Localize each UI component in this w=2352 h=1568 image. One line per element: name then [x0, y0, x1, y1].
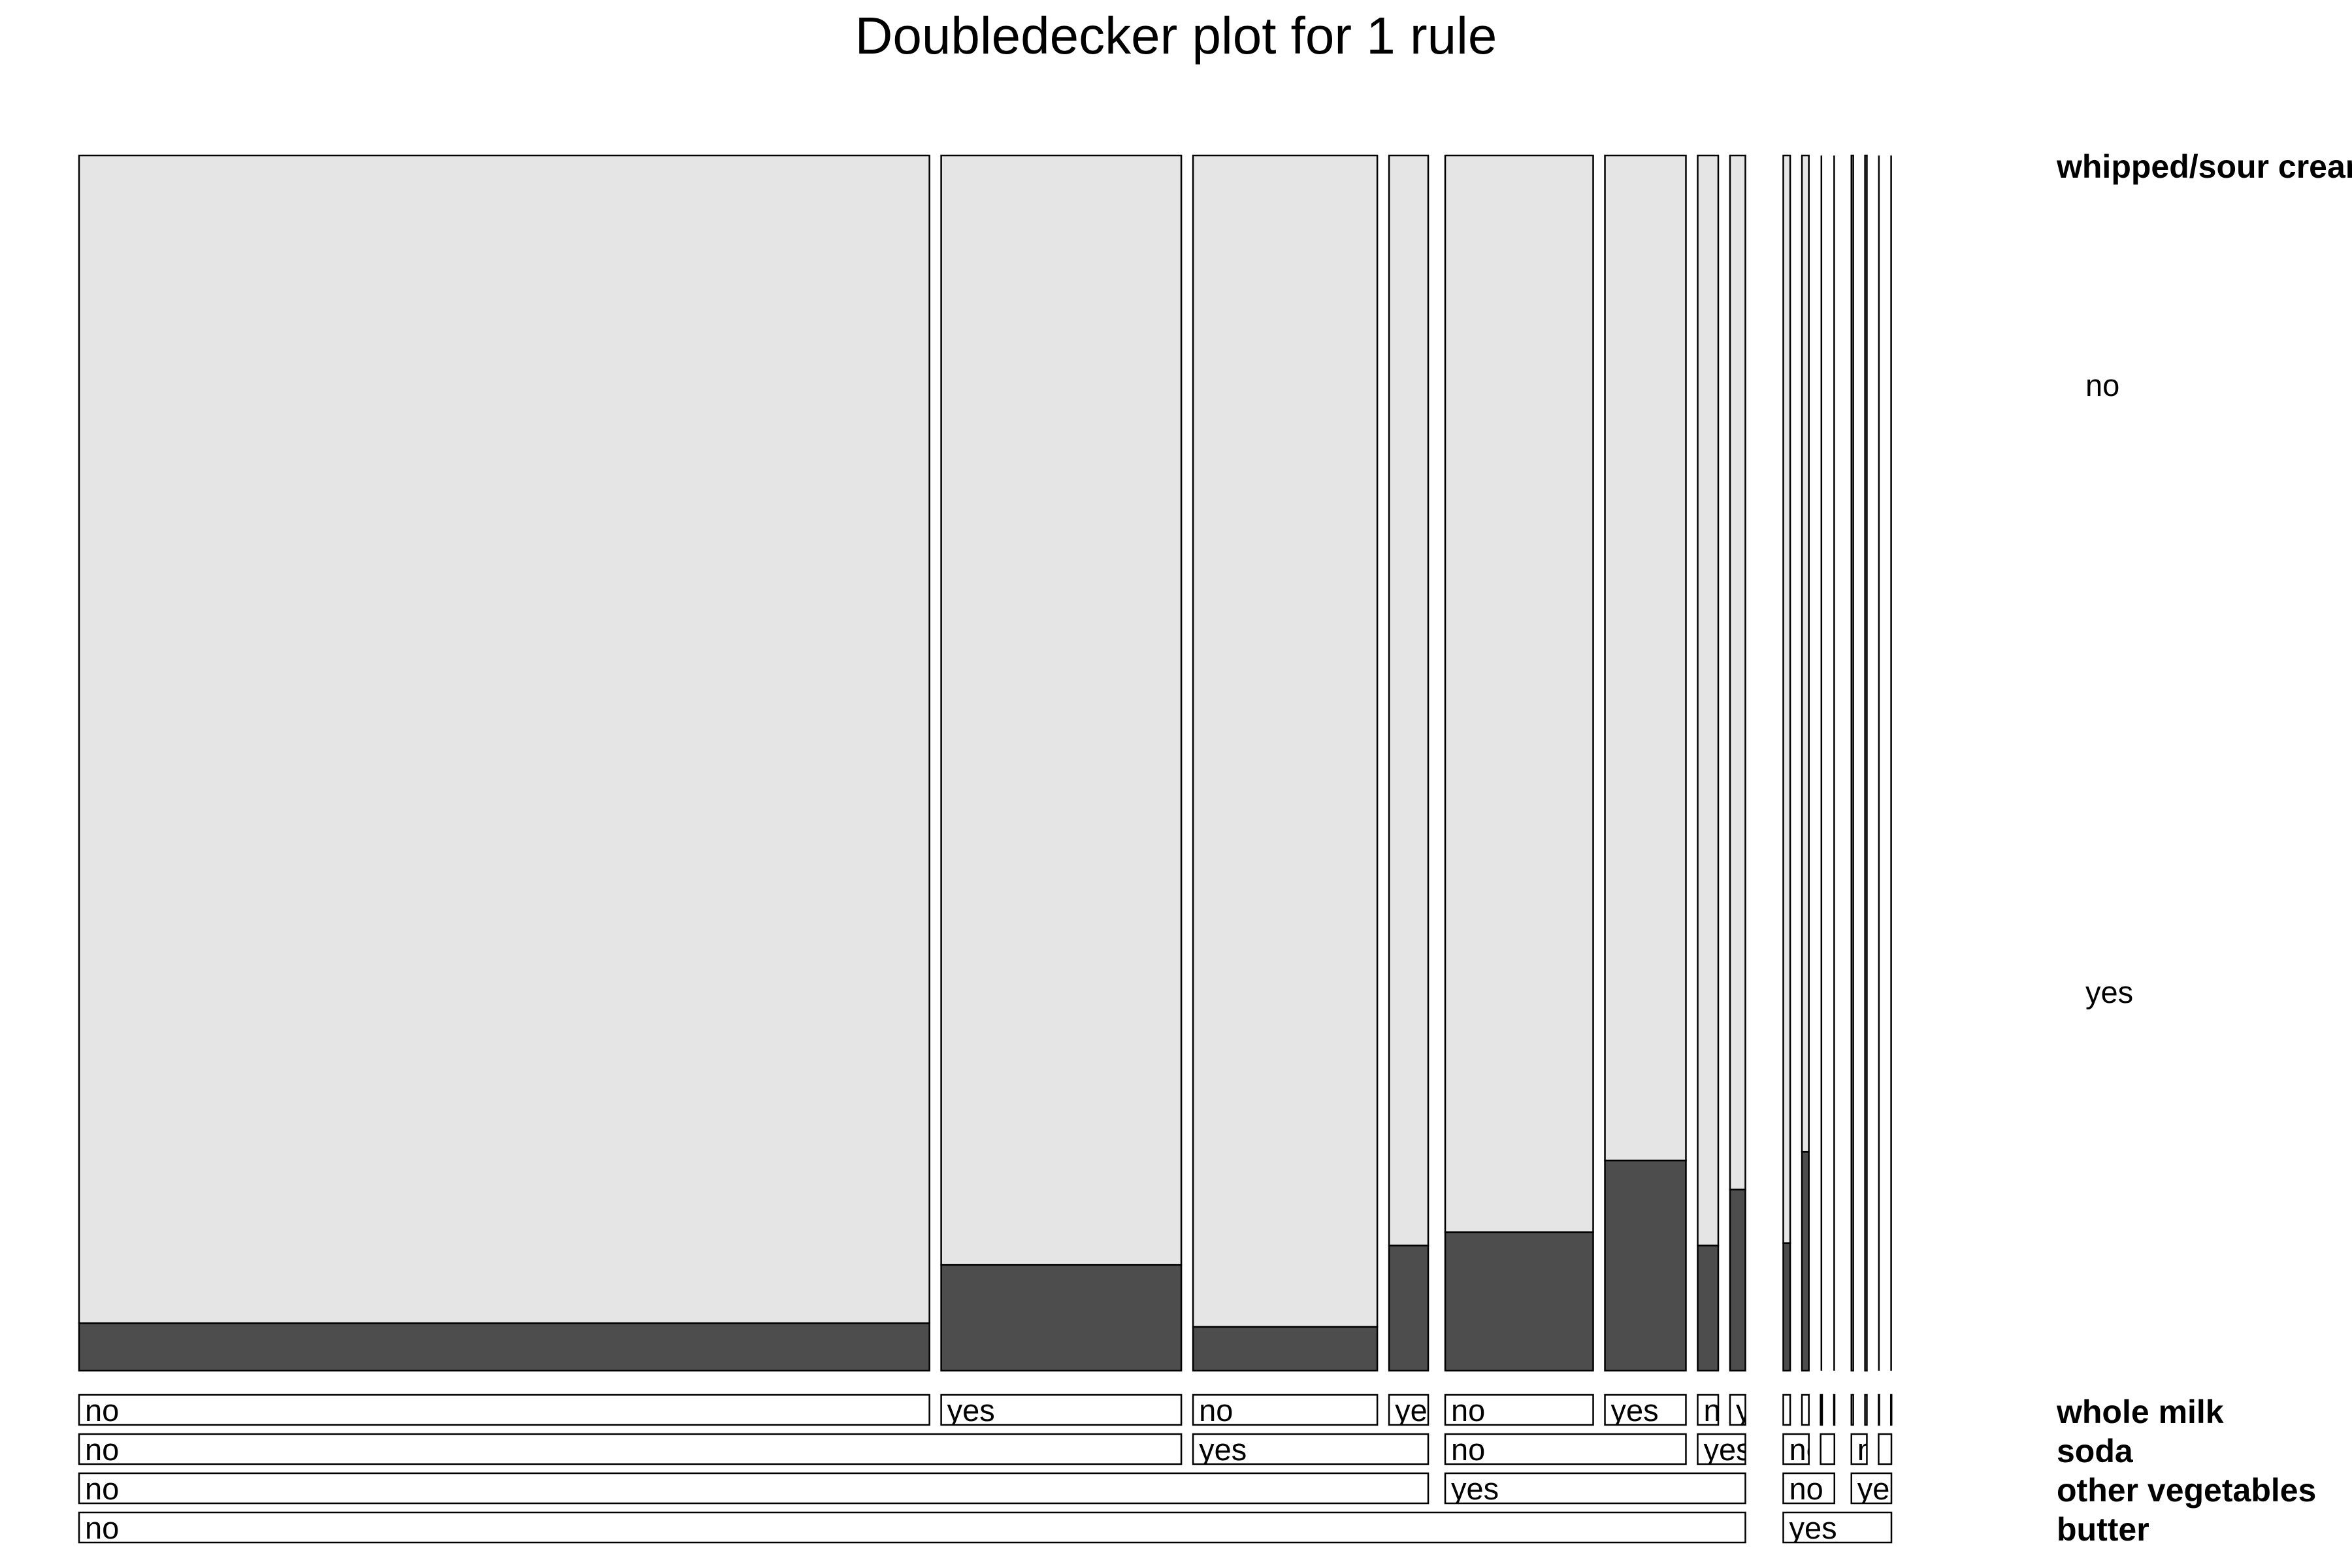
band-soda-6 [1697, 1433, 1746, 1465]
band-whole-milk-8 [1782, 1394, 1791, 1426]
band-whole-milk-1-label: yes [947, 1393, 995, 1428]
band-soda-12-label: no [1857, 1432, 1891, 1467]
band-soda-10 [1820, 1433, 1836, 1465]
band-whole-milk-14 [1878, 1394, 1880, 1426]
band-soda-8-label: no [1789, 1432, 1823, 1467]
band-soda-2-label: yes [1199, 1432, 1247, 1467]
band-soda-2 [1192, 1433, 1429, 1465]
band-other-vegetables-8 [1782, 1472, 1836, 1505]
bar-no-segment-6 [1697, 154, 1720, 1247]
band-whole-milk-0 [78, 1394, 930, 1426]
bar-no-segment-12 [1850, 154, 1854, 1372]
bar-yes-segment-4 [1444, 1231, 1594, 1372]
variable-label-whole-milk: whole milk [2056, 1394, 2224, 1430]
response-level-no: no [2085, 368, 2119, 402]
bar-no-segment-4 [1444, 154, 1594, 1233]
response-variable-label: whipped/sour cream [2056, 148, 2352, 185]
band-whole-milk-13 [1864, 1394, 1868, 1426]
chart-title: Doubledecker plot for 1 rule [855, 7, 1497, 65]
band-whole-milk-1 [940, 1394, 1183, 1426]
band-whole-milk-3-label: yes [1395, 1393, 1443, 1428]
band-whole-milk-7 [1729, 1394, 1746, 1426]
band-whole-milk-7-label: yes [1736, 1393, 1784, 1428]
bar-yes-segment-8 [1782, 1242, 1791, 1372]
bar-no-segment-1 [940, 154, 1183, 1266]
band-whole-milk-3 [1388, 1394, 1429, 1426]
band-whole-milk-11 [1833, 1394, 1836, 1426]
band-other-vegetables-0 [78, 1472, 1429, 1505]
band-other-vegetables-4 [1444, 1472, 1746, 1505]
bar-no-segment-0 [78, 154, 930, 1324]
variable-label-butter: butter [2057, 1511, 2149, 1548]
band-whole-milk-0-label: no [85, 1393, 119, 1428]
bar-no-segment-3 [1388, 154, 1429, 1247]
band-whole-milk-12 [1850, 1394, 1854, 1426]
band-butter-0 [78, 1511, 1746, 1544]
variable-label-soda: soda [2057, 1433, 2134, 1469]
bar-no-segment-5 [1604, 154, 1687, 1162]
band-whole-milk-10 [1820, 1394, 1823, 1426]
band-whole-milk-6-label: no [1703, 1393, 1737, 1428]
band-soda-12 [1850, 1433, 1868, 1465]
bar-yes-segment-0 [78, 1322, 930, 1372]
band-other-vegetables-8-label: no [1789, 1471, 1823, 1506]
bar-yes-segment-9 [1801, 1151, 1810, 1372]
band-soda-6-label: yes [1703, 1432, 1751, 1467]
bar-no-segment-9 [1801, 154, 1810, 1153]
band-whole-milk-4 [1444, 1394, 1594, 1426]
band-whole-milk-5-label: yes [1611, 1393, 1659, 1428]
response-level-yes: yes [2085, 975, 2133, 1009]
bar-no-segment-8 [1782, 154, 1791, 1244]
bar-yes-segment-2 [1192, 1326, 1379, 1372]
band-soda-0-label: no [85, 1432, 119, 1467]
bar-yes-segment-5 [1604, 1159, 1687, 1372]
bar-yes-segment-6 [1697, 1245, 1720, 1372]
band-butter-0-label: no [85, 1511, 119, 1545]
bar-yes-segment-7 [1729, 1188, 1746, 1372]
band-soda-4-label: no [1451, 1432, 1485, 1467]
band-soda-8 [1782, 1433, 1810, 1465]
band-butter-8-label: yes [1789, 1511, 1837, 1545]
band-soda-0 [78, 1433, 1183, 1465]
band-whole-milk-4-label: no [1451, 1393, 1485, 1428]
band-soda-4 [1444, 1433, 1687, 1465]
band-other-vegetables-12-label: yes [1857, 1471, 1905, 1506]
band-whole-milk-2-label: no [1199, 1393, 1233, 1428]
variable-label-other-vegetables: other vegetables [2057, 1472, 2316, 1509]
band-butter-8 [1782, 1511, 1893, 1544]
band-soda-14 [1878, 1433, 1893, 1465]
bar-no-segment-7 [1729, 154, 1746, 1191]
band-other-vegetables-12 [1850, 1472, 1893, 1505]
bar-yes-segment-3 [1388, 1245, 1429, 1372]
bar-yes-segment-1 [940, 1264, 1183, 1372]
band-whole-milk-6 [1697, 1394, 1720, 1426]
band-other-vegetables-4-label: yes [1451, 1471, 1499, 1506]
bars-group [78, 154, 1892, 1372]
bar-no-segment-2 [1192, 154, 1379, 1328]
band-whole-milk-2 [1192, 1394, 1379, 1426]
bar-no-segment-13 [1864, 154, 1868, 1372]
band-other-vegetables-0-label: no [85, 1471, 119, 1506]
band-whole-milk-9 [1801, 1394, 1810, 1426]
band-whole-milk-5 [1604, 1394, 1687, 1426]
